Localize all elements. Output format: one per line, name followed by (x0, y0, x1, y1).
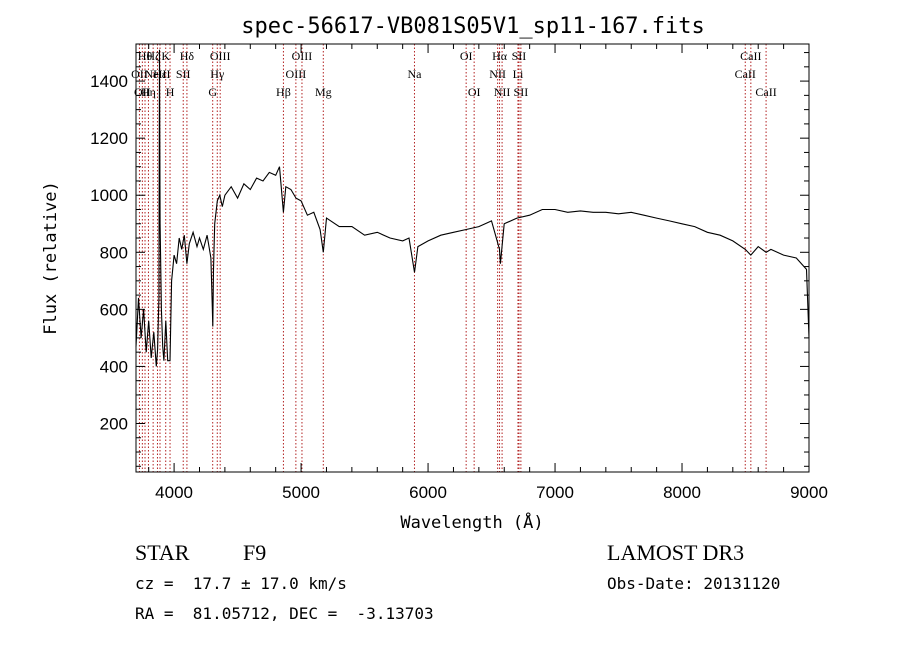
object-subclass: F9 (243, 540, 267, 565)
y-tick-label: 400 (100, 357, 128, 376)
line-label: OI (460, 49, 473, 63)
plot-frame (135, 43, 810, 473)
line-label: OIII (210, 49, 231, 63)
line-label: NII (494, 85, 511, 99)
line-label: Hγ (210, 67, 225, 81)
line-label: OIII (286, 67, 307, 81)
y-tick-label: 800 (100, 243, 128, 262)
line-label: Na (407, 67, 422, 81)
y-tick-label: 1200 (90, 129, 128, 148)
coordinates-text: RA = 81.05712, DEC = -3.13703 (135, 604, 434, 623)
line-label: SII (176, 67, 191, 81)
line-label: CaII (735, 67, 756, 81)
y-tick-label: 600 (100, 300, 128, 319)
line-label: OIII (292, 49, 313, 63)
line-label: Hη (141, 85, 156, 99)
spectrum-line (135, 49, 810, 367)
x-tick-label: 5000 (282, 483, 320, 502)
y-tick-label: 200 (100, 414, 128, 433)
line-label: OI (468, 85, 481, 99)
x-tick-label: 9000 (790, 483, 828, 502)
line-label: G (208, 85, 217, 99)
x-tick-label: 7000 (536, 483, 574, 502)
axes: 4000 5000 6000 7000 8000 9000 200 400 600 800 1000… (90, 44, 828, 502)
line-label: SII (514, 85, 529, 99)
line-label: Hα (492, 49, 508, 63)
line-label: Hζ (146, 49, 160, 63)
spectral-line-markers (138, 44, 767, 472)
line-label: Hβ (276, 85, 291, 99)
line-label: Li (513, 67, 524, 81)
line-label: Hθ (138, 49, 153, 63)
object-class: STAR (135, 540, 190, 565)
line-label: NeIII (144, 67, 170, 81)
x-tick-label: 6000 (409, 483, 447, 502)
line-label: K (161, 49, 170, 63)
y-tick-label: 1400 (90, 72, 128, 91)
line-label: Hδ (180, 49, 195, 63)
survey-name: LAMOST DR3 (607, 540, 745, 565)
x-tick-label: 8000 (663, 483, 701, 502)
line-label: NII (489, 67, 506, 81)
observation-date: Obs-Date: 20131120 (607, 574, 781, 593)
line-label: CaII (740, 49, 761, 63)
line-label: Hε (153, 67, 167, 81)
spectral-line-labels: OIIOIIHθHηHζNeIIIHεKHSIIHδGHγOIIIHβOIIIO… (131, 49, 777, 99)
line-label: H (166, 85, 175, 99)
y-tick-label: 1000 (90, 186, 128, 205)
line-label: Mg (315, 85, 332, 99)
x-axis-label: Wavelength (Å) (400, 511, 543, 533)
y-axis-label: Flux (relative) (41, 181, 61, 335)
line-label: CaII (755, 85, 776, 99)
line-label: SII (512, 49, 527, 63)
line-label: OII (131, 67, 148, 81)
redshift-text: cz = 17.7 ± 17.0 km/s (135, 574, 347, 593)
x-tick-label: 4000 (155, 483, 193, 502)
chart-title: spec-56617-VB081S05V1_sp11-167.fits (241, 14, 705, 39)
